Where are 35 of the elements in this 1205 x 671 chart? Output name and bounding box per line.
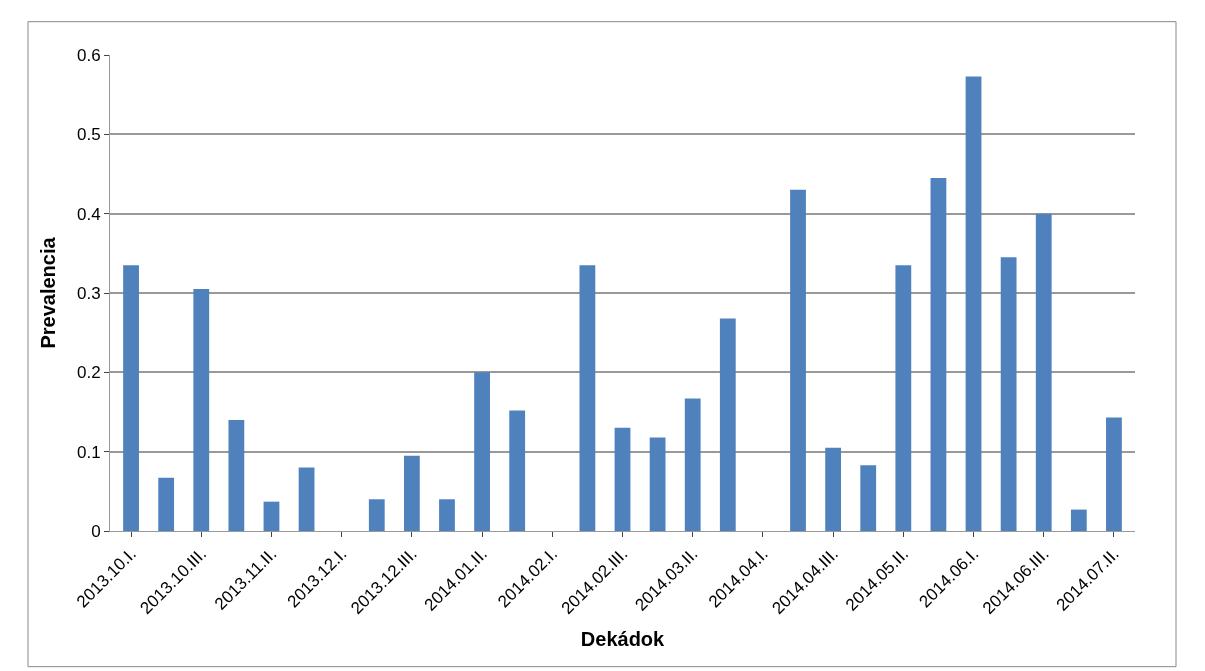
bar	[439, 499, 455, 531]
x-axis-title: Dekádok	[580, 628, 666, 651]
y-tick-label: 0.2	[76, 363, 101, 383]
bar	[1070, 509, 1087, 531]
bar	[930, 177, 947, 531]
bar	[228, 419, 245, 531]
bar	[123, 265, 139, 531]
bar	[825, 447, 842, 531]
bar	[474, 372, 490, 531]
bar	[614, 427, 631, 531]
bar	[298, 467, 315, 531]
bar	[403, 455, 420, 531]
bar	[895, 265, 912, 531]
y-tick-label: 0.5	[76, 125, 101, 145]
bar	[684, 398, 701, 531]
bar	[193, 289, 210, 531]
bar	[1035, 213, 1052, 531]
y-axis-title: Prevalencia	[37, 236, 60, 349]
bar	[1000, 257, 1017, 531]
bar	[1106, 417, 1122, 531]
y-tick-label: 0.6	[76, 45, 101, 65]
bar	[719, 318, 736, 531]
bar	[263, 501, 280, 531]
bar	[509, 410, 526, 531]
bar	[579, 265, 596, 531]
y-tick-label: 0.4	[76, 204, 101, 224]
y-tick-label: 0	[91, 521, 101, 541]
bar	[790, 189, 806, 531]
bar	[649, 437, 666, 531]
bar	[965, 76, 982, 531]
y-tick-label: 0.1	[76, 442, 101, 462]
bar	[368, 499, 385, 531]
y-tick-label: 0.3	[76, 283, 101, 303]
bar	[860, 465, 877, 531]
bar	[158, 477, 175, 531]
